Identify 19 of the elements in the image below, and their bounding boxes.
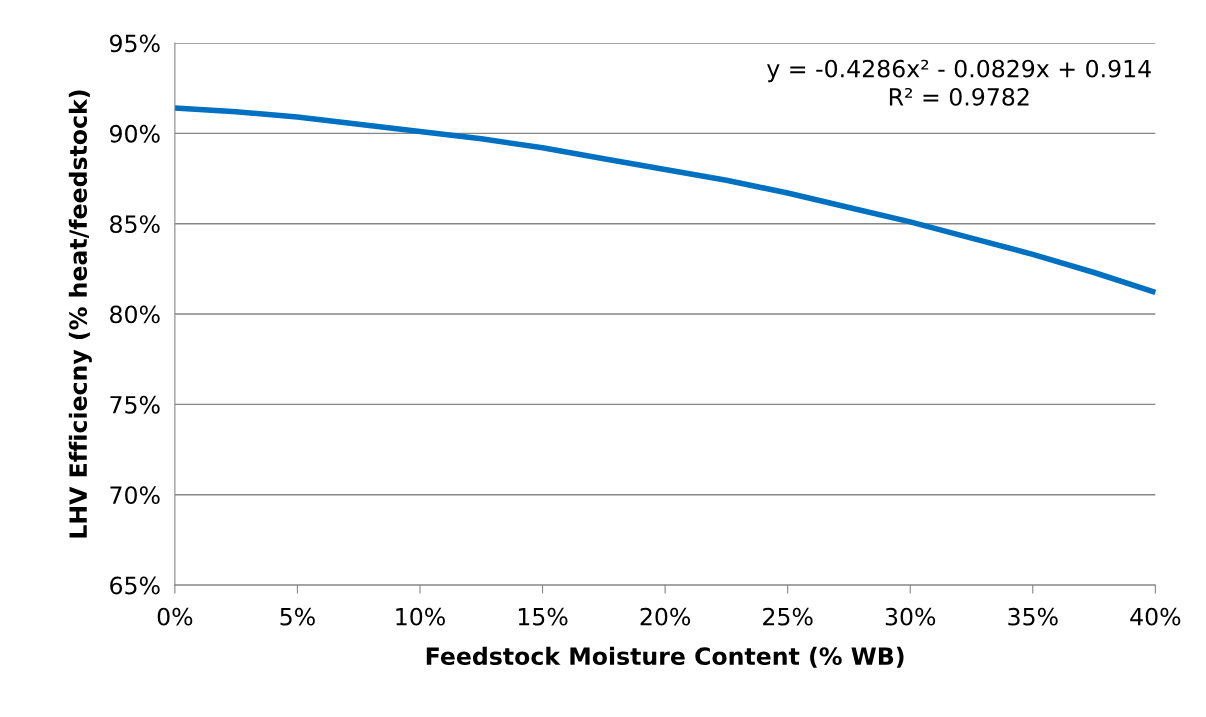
y-tick-label: 65% bbox=[110, 576, 160, 595]
x-tick-label: 0% bbox=[157, 607, 193, 626]
x-tick-label: 5% bbox=[280, 607, 315, 626]
annotation: y = -0.4286x² - 0.0829x + 0.914 R² = 0.9782 bbox=[767, 59, 1151, 106]
x-tick-label: 40% bbox=[1130, 607, 1181, 626]
y-tick-label: 80% bbox=[110, 305, 160, 324]
x-tick-label: 30% bbox=[885, 607, 936, 626]
x-tick-label: 35% bbox=[1008, 607, 1058, 626]
y-tick-label: 90% bbox=[109, 124, 160, 143]
y-tick-label: 95% bbox=[109, 34, 160, 53]
y-tick-label: 85% bbox=[110, 215, 160, 234]
x-tick-label: 20% bbox=[640, 607, 691, 626]
x-tick-label: 15% bbox=[518, 607, 568, 626]
y-tick-label: 70% bbox=[110, 486, 160, 505]
x-axis-title: Feedstock Moisture Content (% WB) bbox=[426, 646, 904, 668]
x-tick-label: 10% bbox=[396, 607, 445, 626]
x-tick-label: 25% bbox=[763, 607, 813, 626]
y-axis-title: LHV Efficiecny (% heat/feedstock) bbox=[68, 90, 92, 538]
y-tick-label: 75% bbox=[110, 395, 160, 414]
